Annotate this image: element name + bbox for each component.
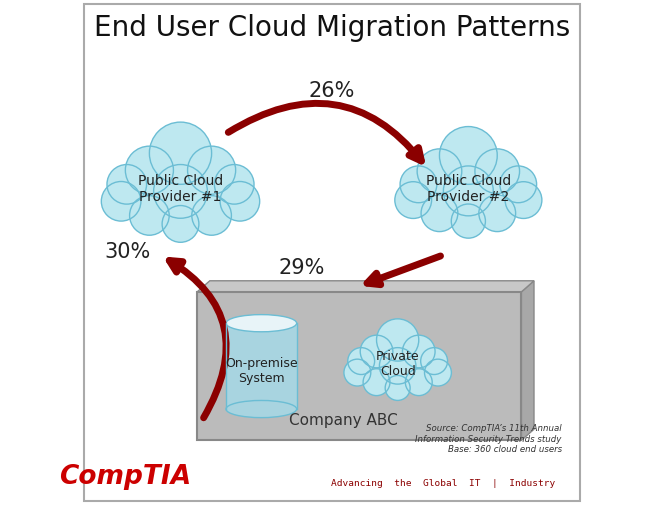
Text: Company ABC: Company ABC [289,413,398,428]
Text: Public Cloud
Provider #2: Public Cloud Provider #2 [426,174,511,205]
Text: CompTIA: CompTIA [59,464,191,490]
FancyBboxPatch shape [84,4,580,501]
Circle shape [187,146,236,194]
Ellipse shape [226,315,297,332]
Circle shape [361,335,393,368]
Circle shape [440,127,497,184]
Circle shape [102,181,141,221]
Ellipse shape [226,400,297,418]
Circle shape [395,182,432,219]
Circle shape [505,182,542,219]
FancyArrowPatch shape [228,104,422,161]
Circle shape [149,122,212,184]
Text: 26%: 26% [309,81,355,101]
Circle shape [500,166,537,203]
Circle shape [400,166,437,203]
Circle shape [402,335,435,368]
Text: End User Cloud Migration Patterns: End User Cloud Migration Patterns [94,14,570,42]
Circle shape [162,206,199,242]
Text: On-premise
System: On-premise System [225,357,297,385]
Circle shape [107,165,147,204]
Circle shape [220,181,260,221]
FancyArrowPatch shape [169,261,226,418]
Circle shape [417,149,461,193]
Circle shape [192,195,232,235]
Circle shape [444,166,493,216]
Circle shape [424,359,452,386]
Circle shape [421,195,458,232]
Circle shape [421,347,448,375]
Text: 29%: 29% [278,258,325,278]
Circle shape [363,369,390,395]
Text: Advancing  the  Global  IT  |  Industry: Advancing the Global IT | Industry [331,479,555,488]
Polygon shape [197,281,534,292]
Circle shape [129,195,169,235]
Circle shape [125,146,173,194]
FancyBboxPatch shape [197,292,521,440]
Circle shape [452,204,485,238]
FancyArrowPatch shape [367,256,440,285]
Circle shape [379,347,416,384]
Circle shape [344,359,371,386]
Polygon shape [521,281,534,440]
Text: Public Cloud
Provider #1: Public Cloud Provider #1 [138,174,223,205]
Circle shape [348,347,374,375]
Circle shape [376,319,419,361]
Circle shape [479,195,516,232]
Circle shape [153,165,207,218]
Text: Source: CompTIA’s 11th Annual
Information Security Trends study
Base: 360 cloud : Source: CompTIA’s 11th Annual Informatio… [416,424,562,454]
Text: 30%: 30% [104,242,151,263]
Circle shape [405,369,432,395]
Bar [226,323,297,409]
Circle shape [214,165,254,204]
Text: Private
Cloud: Private Cloud [376,349,420,378]
Circle shape [385,376,410,400]
Circle shape [475,149,519,193]
